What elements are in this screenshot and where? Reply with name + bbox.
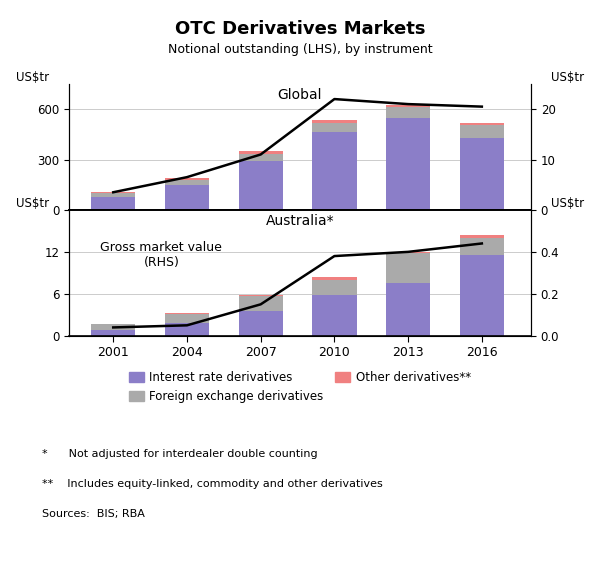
Bar (312, 132, 356, 210)
Bar (165, 185, 209, 210)
Bar (239, 312, 283, 336)
Bar (91, 192, 136, 193)
Bar (460, 123, 504, 125)
Text: US$tr: US$tr (551, 197, 584, 210)
Bar (312, 120, 356, 123)
Text: *      Not adjusted for interdealer double counting: * Not adjusted for interdealer double co… (42, 449, 317, 459)
Text: Notional outstanding (LHS), by instrument: Notional outstanding (LHS), by instrumen… (167, 43, 433, 56)
Legend: Interest rate derivatives, Foreign exchange derivatives, Other derivatives**: Interest rate derivatives, Foreign excha… (125, 367, 475, 408)
Bar (386, 105, 430, 108)
Bar (386, 251, 430, 253)
Text: US$tr: US$tr (16, 71, 49, 84)
Bar (460, 138, 504, 210)
Text: Gross market value
(RHS): Gross market value (RHS) (100, 241, 223, 269)
Text: US$tr: US$tr (16, 197, 49, 210)
Bar (460, 236, 504, 238)
Bar (239, 296, 283, 312)
Bar (91, 329, 136, 336)
Bar (91, 324, 136, 329)
Bar (91, 197, 136, 210)
Bar (239, 295, 283, 296)
Bar (91, 193, 136, 197)
Bar (165, 323, 209, 336)
Bar (165, 314, 209, 323)
Text: Sources:  BIS; RBA: Sources: BIS; RBA (42, 509, 145, 519)
Text: OTC Derivatives Markets: OTC Derivatives Markets (175, 20, 425, 38)
Bar (460, 255, 504, 336)
Bar (386, 283, 430, 336)
Bar (239, 153, 283, 161)
Text: **    Includes equity-linked, commodity and other derivatives: ** Includes equity-linked, commodity and… (42, 479, 383, 489)
Bar (312, 295, 356, 336)
Bar (165, 313, 209, 314)
Bar (165, 179, 209, 185)
Text: Global: Global (278, 88, 322, 102)
Bar (312, 123, 356, 132)
Bar (239, 151, 283, 153)
Bar (312, 280, 356, 295)
Bar (386, 118, 430, 210)
Bar (460, 238, 504, 255)
Bar (386, 253, 430, 283)
Bar (312, 277, 356, 280)
Bar (239, 161, 283, 210)
Bar (165, 178, 209, 179)
Text: Australia*: Australia* (266, 214, 334, 228)
Bar (386, 108, 430, 118)
Bar (460, 125, 504, 138)
Text: US$tr: US$tr (551, 71, 584, 84)
